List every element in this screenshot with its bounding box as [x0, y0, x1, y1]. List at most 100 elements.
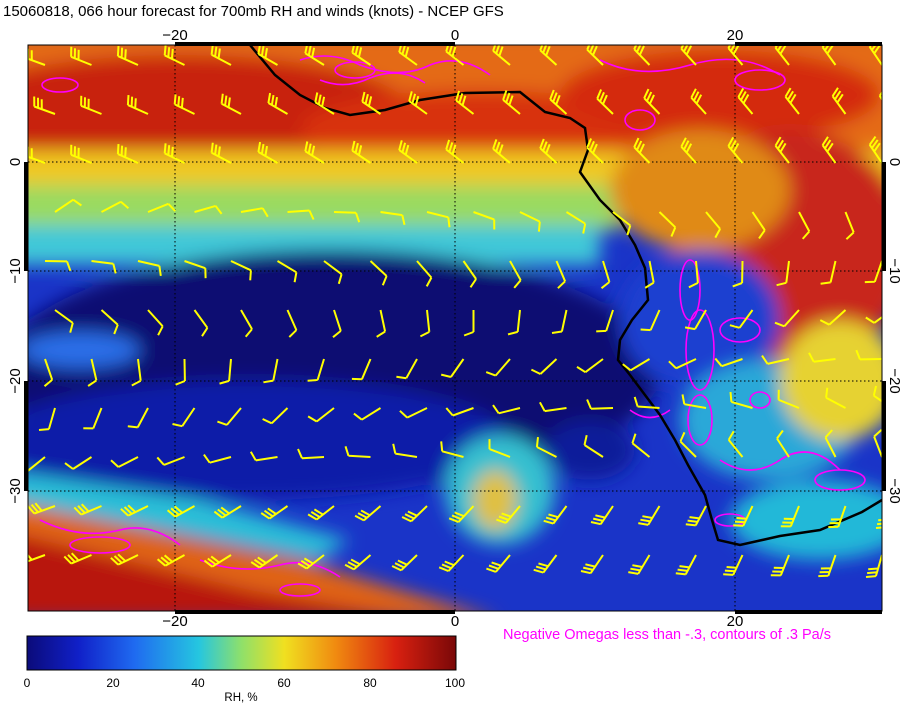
wind-barb — [774, 136, 790, 164]
wind-barb — [147, 202, 176, 213]
wind-barb — [110, 553, 139, 566]
lat-tick-left-0: 0 — [7, 158, 24, 166]
wind-barb — [63, 552, 92, 565]
wind-barb — [819, 309, 847, 326]
wind-barb — [440, 358, 465, 378]
africa-coastline — [249, 45, 882, 547]
wind-barb — [73, 503, 102, 516]
wind-barb — [408, 91, 428, 115]
wind-barb — [633, 45, 651, 66]
wind-barb — [419, 309, 431, 338]
wind-barb — [110, 456, 139, 468]
wind-barb — [28, 48, 46, 66]
lon-tick-top-0: 0 — [451, 27, 459, 44]
lat-tick-left-neg30: −30 — [7, 478, 24, 503]
wind-barb — [396, 358, 418, 380]
wind-barb — [776, 429, 790, 458]
wind-barb — [543, 505, 568, 525]
wind-barb — [821, 136, 837, 164]
wind-barb — [774, 45, 790, 66]
wind-barb — [314, 92, 335, 115]
wind-barb — [376, 309, 387, 338]
wind-barb — [586, 399, 614, 410]
wind-barb — [486, 554, 511, 573]
wind-barb — [855, 349, 882, 361]
wind-barb — [774, 309, 800, 328]
colorbar-tick: 40 — [191, 676, 205, 690]
wind-barb — [203, 454, 232, 464]
wind-barb — [249, 451, 278, 462]
wind-barb — [147, 309, 164, 336]
wind-barb — [751, 211, 766, 239]
wind-barb — [535, 436, 557, 458]
wind-barb — [658, 211, 677, 237]
wind-barb — [28, 456, 46, 472]
wind-barb — [156, 456, 185, 466]
wind-barb — [210, 142, 232, 164]
wind-barb — [714, 357, 743, 368]
wind-barb — [392, 443, 418, 458]
wind-barb — [220, 93, 242, 115]
wind-barb — [33, 96, 56, 115]
wind-barb — [43, 358, 54, 387]
wind-barb — [690, 88, 707, 115]
wind-barb — [668, 358, 697, 370]
wind-barb — [172, 407, 196, 428]
wind-barb — [685, 505, 707, 527]
wind-barb — [166, 505, 195, 518]
wind-barb — [723, 554, 744, 576]
wind-barb — [496, 505, 521, 524]
wind-barb — [732, 260, 744, 288]
wind-barb — [250, 554, 279, 569]
lat-tick-left-neg10: −10 — [7, 258, 24, 283]
wind-barb — [502, 90, 521, 115]
lat-tick-left-neg20: −20 — [7, 368, 24, 393]
wind-barb — [101, 200, 130, 213]
lat-tick-right-0: 0 — [886, 158, 903, 166]
wind-barb — [590, 505, 614, 526]
wind-barb — [416, 260, 433, 287]
wind-barb — [868, 45, 882, 66]
wind-barb — [576, 358, 604, 374]
wind-barb — [445, 407, 474, 417]
wind-barb — [533, 554, 558, 574]
wind-barb — [729, 309, 754, 329]
wind-barb — [688, 260, 699, 289]
wind-barb — [600, 260, 611, 289]
wind-barb — [163, 45, 185, 66]
wind-barb — [91, 260, 117, 274]
wind-barb — [473, 211, 496, 230]
lon-tick-bottom-20: 20 — [727, 613, 744, 630]
lon-tick-bottom-neg20: −20 — [162, 613, 187, 630]
wind-barb — [70, 144, 92, 164]
wind-barb — [539, 401, 567, 413]
wind-barb — [507, 309, 521, 336]
wind-barb — [44, 260, 72, 272]
wind-barb — [297, 554, 325, 570]
wind-barb — [54, 198, 82, 213]
wind-barb — [262, 407, 289, 425]
wind-barb — [596, 309, 614, 333]
wind-barb — [596, 89, 614, 115]
wind-barb — [485, 358, 511, 377]
wind-barb — [203, 554, 232, 568]
wind-barb — [844, 211, 855, 240]
wind-barb — [737, 87, 754, 115]
wind-barb — [391, 554, 418, 572]
wind-barb — [798, 211, 811, 240]
colorbar-tick: 80 — [363, 676, 377, 690]
wind-barb — [399, 407, 428, 419]
wind-barb — [175, 358, 186, 386]
wind-barb — [116, 46, 139, 66]
wind-barb — [257, 141, 278, 164]
wind-barb — [116, 144, 139, 164]
wind-barb — [462, 260, 477, 288]
wind-barb — [680, 45, 697, 66]
wind-barb — [194, 204, 223, 215]
wind-barb — [440, 441, 464, 458]
wind-barb — [679, 431, 697, 458]
wind-barb — [28, 146, 46, 164]
wind-barb — [643, 88, 661, 115]
wind-barb — [865, 554, 882, 578]
